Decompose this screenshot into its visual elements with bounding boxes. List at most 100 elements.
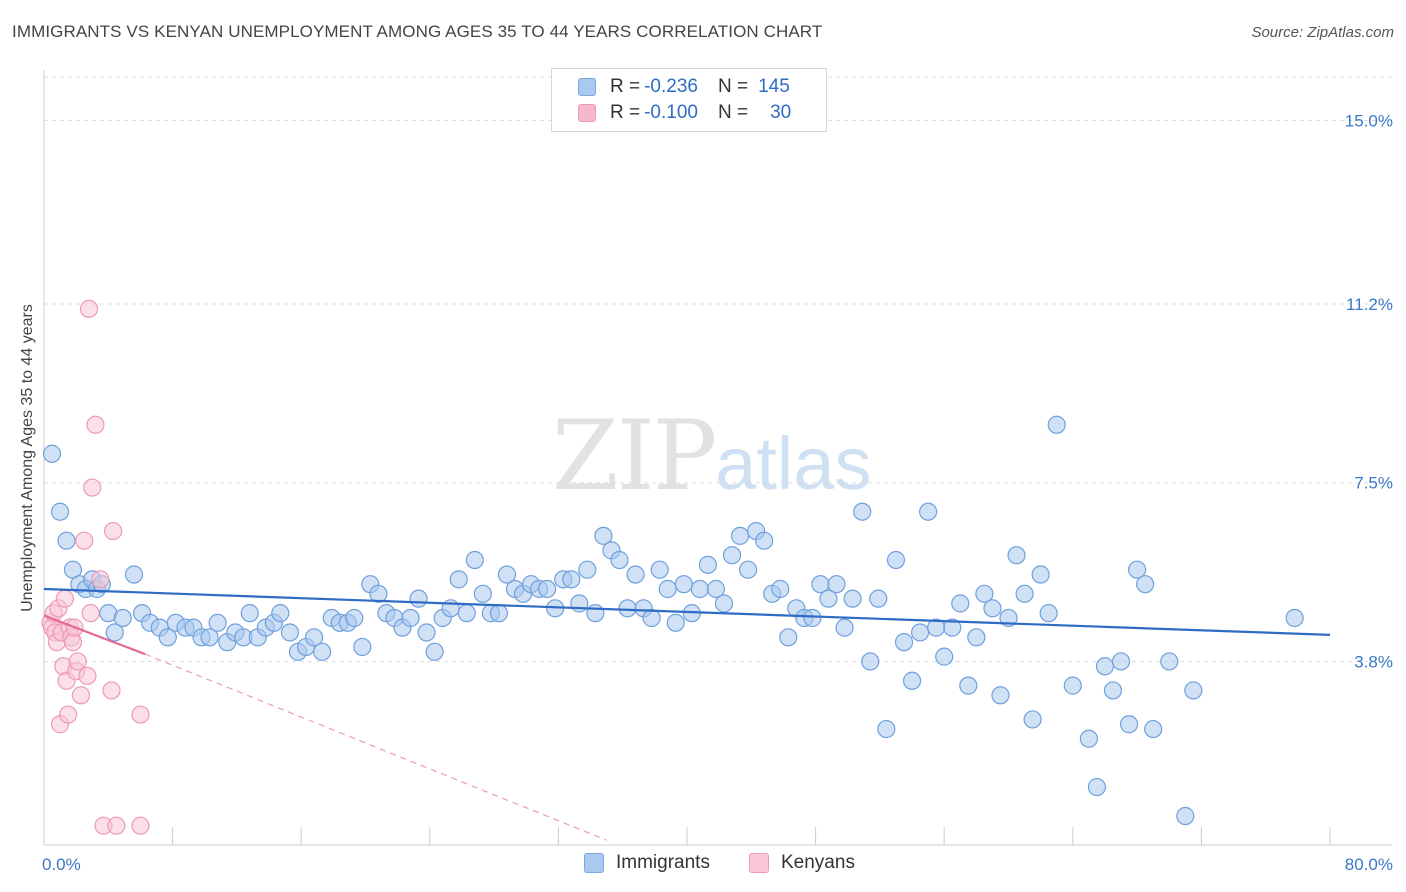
tick-labels: 3.8% 7.5% 11.2% 15.0% 0.0% 80.0% <box>42 111 1393 874</box>
immigrants-point <box>951 594 970 613</box>
legend-row-immigrants: R = -0.236 N = 145 <box>578 75 790 99</box>
immigrants-point <box>910 623 930 642</box>
immigrants-point <box>698 555 717 574</box>
immigrants-point <box>304 628 324 647</box>
immigrants-point <box>465 550 484 570</box>
immigrants-point <box>618 599 637 618</box>
immigrants-point <box>113 608 132 628</box>
immigrants-point <box>983 599 1002 618</box>
kenyans-point <box>104 521 123 541</box>
immigrants-point <box>803 608 822 628</box>
immigrants-point <box>722 546 742 565</box>
immigrants-point <box>959 676 978 695</box>
immigrants-point <box>690 579 709 599</box>
legend-r-label: R = <box>610 102 641 123</box>
kenyans-point <box>81 604 100 623</box>
immigrants-point <box>50 502 70 521</box>
immigrants-point <box>200 628 219 647</box>
legend-n-label: N = <box>717 76 749 97</box>
legend-n-value: 145 <box>758 76 790 97</box>
immigrants-point <box>706 579 726 599</box>
legend-n-value: 30 <box>770 102 792 123</box>
immigrants-point <box>626 565 645 584</box>
series-swatch-immigrants <box>584 853 604 873</box>
kenyans-point <box>107 816 126 835</box>
immigrants-point <box>886 550 906 570</box>
immigrants-point <box>1063 676 1082 695</box>
kenyans-point <box>71 686 91 705</box>
immigrants-point <box>714 594 734 613</box>
kenyans-point <box>78 666 97 686</box>
immigrants-point <box>1015 584 1034 603</box>
series-swatch-kenyans <box>749 853 769 873</box>
immigrants-point <box>425 642 444 661</box>
immigrants-point <box>1119 715 1139 734</box>
legend-r-value: -0.100 <box>644 102 698 123</box>
immigrants-point <box>779 628 798 647</box>
y-tick-label: 7.5% <box>1354 474 1393 493</box>
series-legend-immigrants: Immigrants <box>584 852 710 874</box>
immigrants-point <box>1176 806 1195 826</box>
immigrants-point <box>877 719 896 739</box>
immigrants-point <box>124 565 144 584</box>
kenyans-point <box>86 415 105 434</box>
immigrants-point <box>1184 681 1203 700</box>
immigrants-point <box>771 579 790 599</box>
immigrants-point <box>674 575 693 594</box>
kenyans-trend-extension <box>145 653 607 841</box>
immigrants-point <box>538 579 557 599</box>
immigrants-point <box>610 550 629 570</box>
immigrants-point <box>105 623 124 642</box>
immigrants-point <box>894 633 914 652</box>
data-points <box>41 299 1304 835</box>
immigrants-point <box>642 608 661 628</box>
immigrants-point <box>1047 415 1066 434</box>
immigrants-point <box>975 584 994 603</box>
immigrants-point <box>1144 719 1163 739</box>
immigrants-point <box>417 623 436 642</box>
immigrants-point <box>853 502 872 521</box>
immigrants-point <box>1039 604 1058 623</box>
immigrants-point <box>594 526 613 545</box>
immigrants-point <box>1007 546 1026 565</box>
chart-title: IMMIGRANTS VS KENYAN UNEMPLOYMENT AMONG … <box>12 22 823 41</box>
immigrants-point <box>1160 652 1179 671</box>
immigrants-point <box>861 652 880 671</box>
immigrants-point <box>401 608 420 628</box>
x-tick-label: 80.0% <box>1345 855 1393 874</box>
trend-lines <box>43 587 1331 841</box>
y-tick-label: 11.2% <box>1346 295 1393 314</box>
grid-lines <box>44 76 1392 662</box>
kenyans-point <box>91 570 110 589</box>
immigrants-point <box>280 623 300 642</box>
immigrants-point <box>158 628 177 647</box>
legend-r-value: -0.236 <box>644 76 698 97</box>
source-label: Source: ZipAtlas.com <box>1251 24 1394 41</box>
axes <box>43 70 1392 846</box>
immigrants-point <box>457 604 476 623</box>
immigrants-point <box>369 584 388 603</box>
immigrants-point <box>943 618 962 637</box>
immigrants-point <box>578 560 597 579</box>
legend-n-label: N = <box>717 102 749 123</box>
immigrants-point <box>1087 777 1107 797</box>
immigrants-point <box>240 604 259 623</box>
immigrants-point <box>42 444 62 463</box>
kenyans-point <box>75 531 94 550</box>
watermark-atlas: atlas <box>715 422 872 505</box>
series-legend-label: Immigrants <box>616 852 710 873</box>
x-tick-label: 0.0% <box>42 855 81 874</box>
watermark: ZIPatlas <box>552 400 872 512</box>
immigrants-point <box>562 570 581 589</box>
immigrants-point <box>1127 560 1147 579</box>
immigrants-point <box>1079 729 1098 748</box>
kenyans-point <box>102 681 121 700</box>
immigrants-point <box>1023 710 1042 729</box>
immigrants-point <box>1103 681 1123 700</box>
kenyans-point <box>68 652 87 671</box>
immigrants-point <box>345 608 364 628</box>
immigrants-point <box>353 637 372 657</box>
immigrants-point <box>1285 608 1304 628</box>
immigrants-point <box>658 579 677 599</box>
legend-row-kenyans: R = -0.100 N = 30 <box>578 101 791 125</box>
